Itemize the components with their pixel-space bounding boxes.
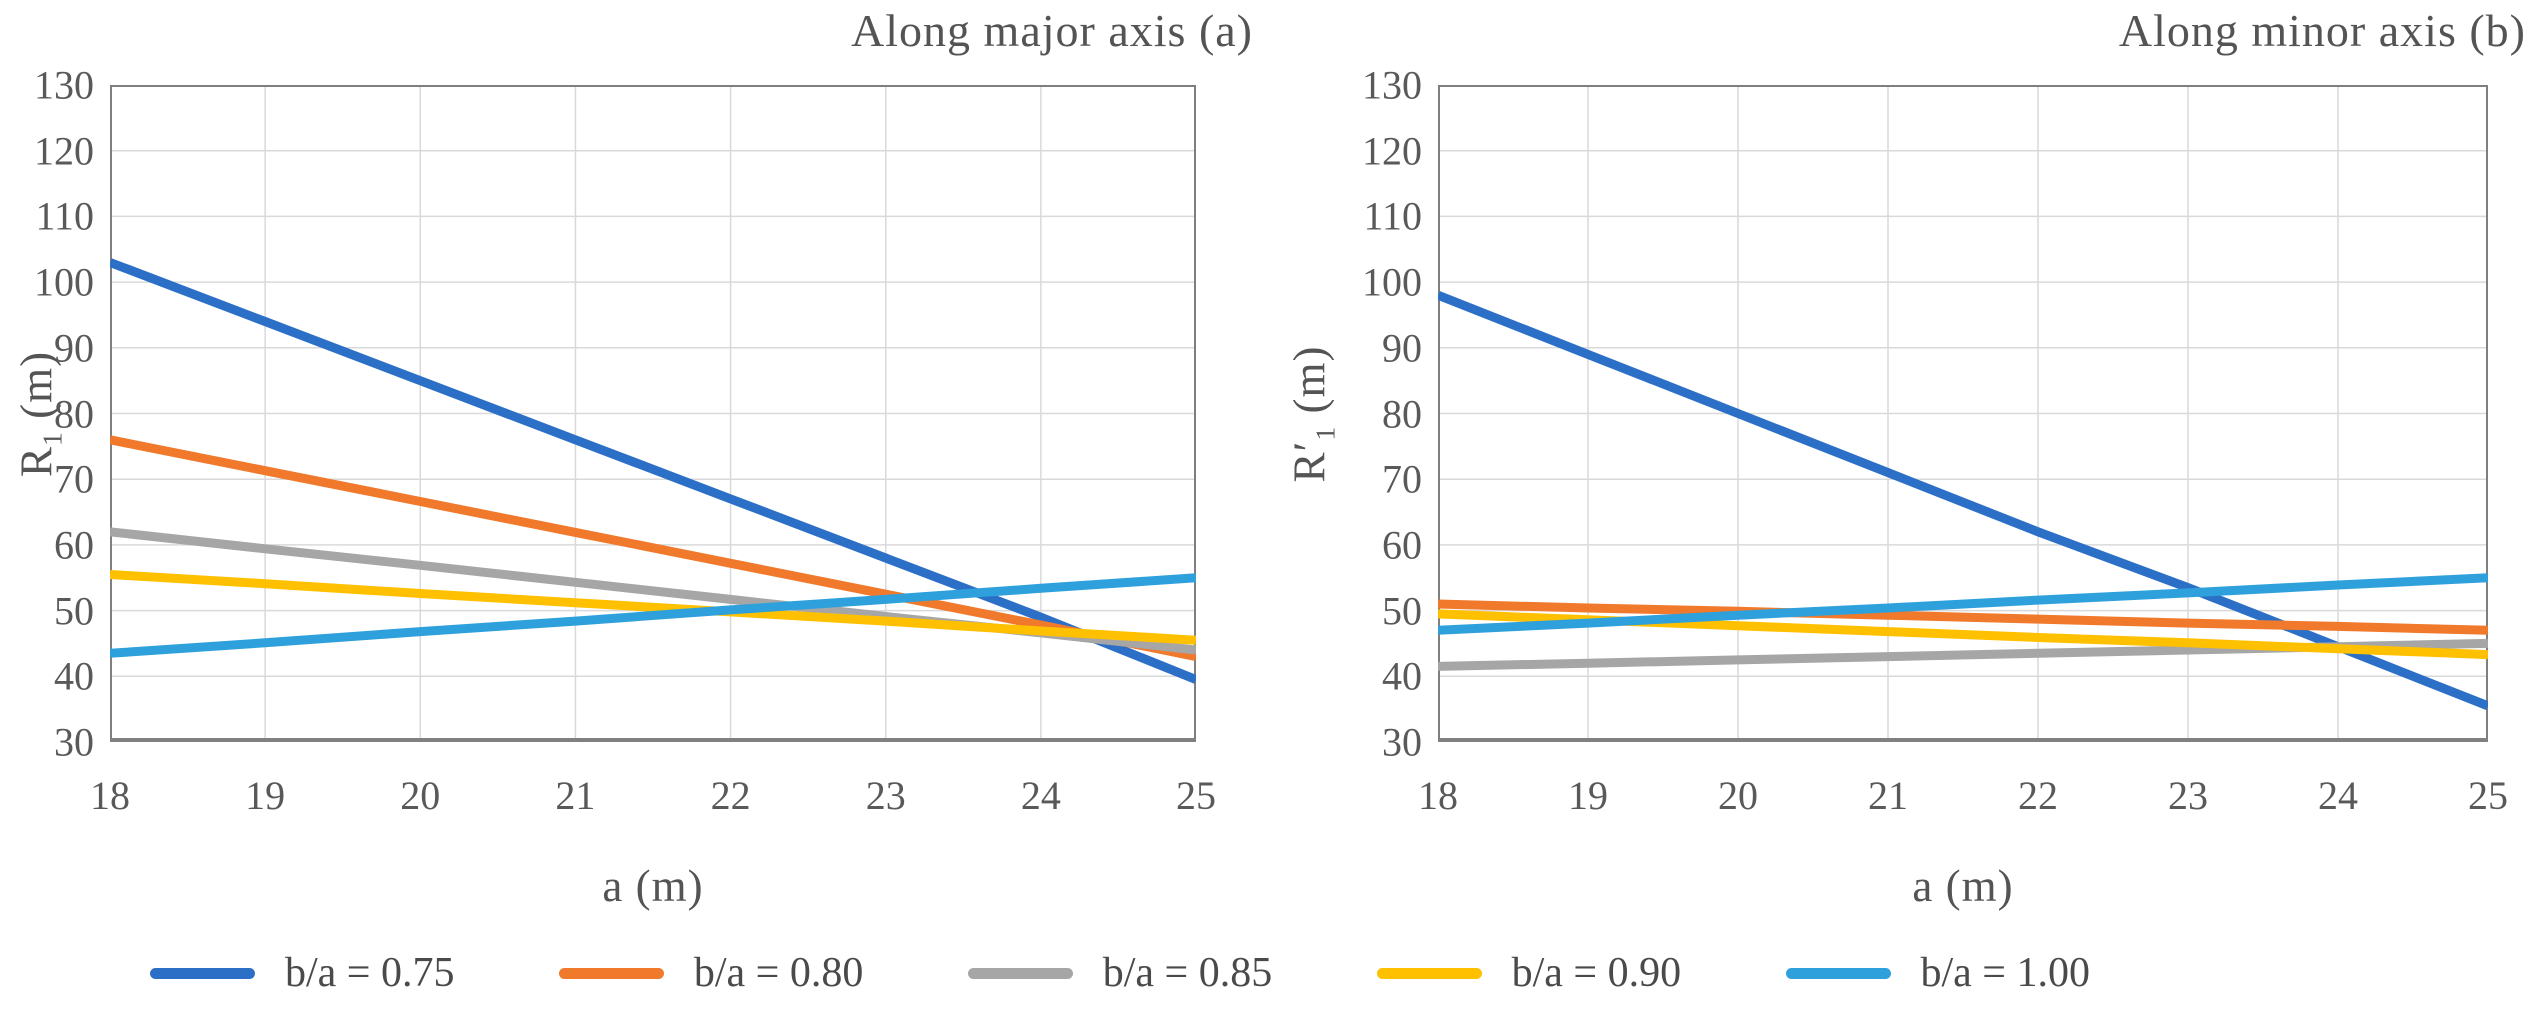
- legend-item: b/a = 0.80: [558, 949, 864, 997]
- x-axis-title: a (m): [602, 861, 704, 911]
- legend-item: b/a = 1.00: [1785, 949, 2091, 997]
- series-line-0.75: [1438, 291, 2488, 711]
- series-line-1.00: [1438, 573, 2488, 635]
- series-line-0.80: [1438, 599, 2488, 635]
- y-tick-label: 90: [54, 325, 94, 371]
- x-tick-label: 18: [1418, 773, 1458, 818]
- x-tick-label: 21: [555, 773, 596, 818]
- x-axis-title: a (m): [1912, 861, 2014, 911]
- legend-item: b/a = 0.90: [1376, 949, 1682, 997]
- series-line-1.00: [110, 573, 1196, 658]
- y-tick-label: 40: [1382, 653, 1422, 699]
- y-tick-label: 70: [1382, 456, 1422, 502]
- y-tick-label: 80: [1382, 391, 1422, 436]
- y-tick-label: 100: [1362, 259, 1422, 305]
- chart-title: Along major axis (a): [851, 5, 1253, 56]
- series-line-0.90: [110, 570, 1196, 645]
- y-tick-label: 120: [34, 128, 94, 174]
- legend-line-swatch: [150, 967, 255, 979]
- x-tick-label: 23: [865, 773, 906, 818]
- y-tick-label: 70: [54, 456, 94, 502]
- legend-label: b/a = 0.90: [1511, 950, 1682, 996]
- x-tick-label: 19: [245, 773, 286, 818]
- legend-line-swatch: [967, 967, 1073, 979]
- y-tick-label: 60: [54, 522, 94, 568]
- x-tick-label: 22: [710, 773, 751, 818]
- legend: b/a = 0.75 b/a = 0.80 b/a = 0.85 b/a = 0.90…: [150, 938, 2090, 1008]
- y-tick-label: 100: [34, 259, 94, 305]
- series-line-0.75: [110, 258, 1196, 684]
- x-tick-label: 25: [1176, 773, 1216, 818]
- y-tick-label: 120: [1362, 128, 1422, 174]
- legend-item: b/a = 0.85: [967, 949, 1273, 997]
- legend-label: b/a = 0.80: [693, 950, 864, 996]
- y-tick-label: 30: [54, 719, 94, 765]
- y-tick-label: 50: [54, 588, 94, 634]
- y-tick-label: 90: [1382, 325, 1422, 371]
- legend-line-swatch: [1376, 967, 1482, 979]
- x-tick-label: 19: [1568, 773, 1608, 818]
- legend-item: b/a = 0.75: [150, 949, 455, 997]
- y-tick-label: 80: [54, 391, 94, 436]
- x-tick-label: 20: [1718, 773, 1758, 818]
- y-tick-label: 110: [1363, 193, 1422, 239]
- y-tick-label: 30: [1382, 719, 1422, 765]
- y-tick-label: 130: [1362, 62, 1422, 108]
- x-tick-label: 25: [2468, 773, 2508, 818]
- legend-label: b/a = 1.00: [1920, 950, 2091, 996]
- x-tick-label: 18: [90, 773, 130, 818]
- y-tick-label: 60: [1382, 522, 1422, 568]
- x-tick-label: 20: [400, 773, 441, 818]
- y-tick-label: 50: [1382, 588, 1422, 634]
- x-tick-label: 24: [2318, 773, 2358, 818]
- legend-label: b/a = 0.85: [1102, 950, 1273, 996]
- y-tick-label: 40: [54, 653, 94, 699]
- chart-major-axis: Along major axis (a) R1 (m) a (m) 130 120…: [0, 0, 1273, 925]
- legend-line-swatch: [558, 967, 664, 979]
- plot-area: [1438, 85, 2488, 742]
- legend-label: b/a = 0.75: [285, 950, 455, 996]
- legend-line-swatch: [1785, 967, 1891, 979]
- x-tick-label: 22: [2018, 773, 2058, 818]
- series-line-0.80: [110, 435, 1196, 662]
- chart-minor-axis: Along minor axis (b) R′1 (m) a (m) 130 12…: [1273, 0, 2546, 925]
- x-tick-label: 21: [1868, 773, 1908, 818]
- chart-title: Along minor axis (b): [2118, 5, 2526, 56]
- y-tick-label: 130: [34, 62, 94, 108]
- y-tick-label: 110: [35, 193, 94, 239]
- x-tick-label: 24: [1020, 773, 1061, 818]
- plot-area: [110, 85, 1196, 742]
- x-tick-label: 23: [2168, 773, 2208, 818]
